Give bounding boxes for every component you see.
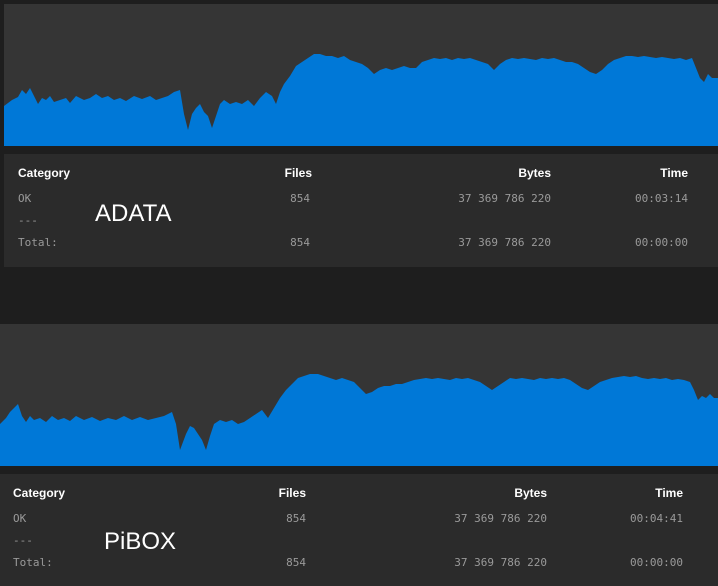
device-label: PiBOX <box>104 528 177 555</box>
transfer-panel-pibox: Category Files Bytes Time OK 854 37 369 … <box>0 322 718 586</box>
header-bytes: Bytes <box>518 166 551 180</box>
speed-graph-svg <box>4 54 718 146</box>
header-category: Category <box>13 486 66 500</box>
row-total-time: 00:00:00 <box>630 556 683 569</box>
header-files: Files <box>278 486 306 500</box>
row-total-category: Total: <box>13 556 53 569</box>
header-category: Category <box>18 166 71 180</box>
row-ok-category: OK <box>18 192 32 205</box>
row-ok-category: OK <box>13 512 27 525</box>
speed-area <box>0 374 718 466</box>
row-separator: --- <box>13 534 33 547</box>
row-total-bytes: 37 369 786 220 <box>454 556 547 569</box>
row-ok-time: 00:04:41 <box>630 512 683 525</box>
row-ok-bytes: 37 369 786 220 <box>458 192 551 205</box>
header-files: Files <box>284 166 312 180</box>
row-ok-files: 854 <box>286 512 306 525</box>
row-total-bytes: 37 369 786 220 <box>458 236 551 249</box>
row-separator: --- <box>18 214 38 227</box>
row-ok-time: 00:03:14 <box>635 192 688 205</box>
header-time: Time <box>660 166 688 180</box>
transfer-speed-graph <box>4 4 718 146</box>
row-total-files: 854 <box>290 236 310 249</box>
row-total-files: 854 <box>286 556 306 569</box>
header-time: Time <box>655 486 683 500</box>
stats-table: Category Files Bytes Time OK 854 37 369 … <box>0 474 718 586</box>
header-bytes: Bytes <box>514 486 547 500</box>
row-total-time: 00:00:00 <box>635 236 688 249</box>
row-total-category: Total: <box>18 236 58 249</box>
speed-graph-svg <box>0 374 718 466</box>
speed-area <box>4 54 718 146</box>
transfer-speed-graph <box>0 324 718 466</box>
row-ok-bytes: 37 369 786 220 <box>454 512 547 525</box>
transfer-panel-adata: Category Files Bytes Time OK 854 37 369 … <box>0 0 718 270</box>
device-label: ADATA <box>95 200 172 227</box>
stats-table: Category Files Bytes Time OK 854 37 369 … <box>4 154 718 267</box>
row-ok-files: 854 <box>290 192 310 205</box>
